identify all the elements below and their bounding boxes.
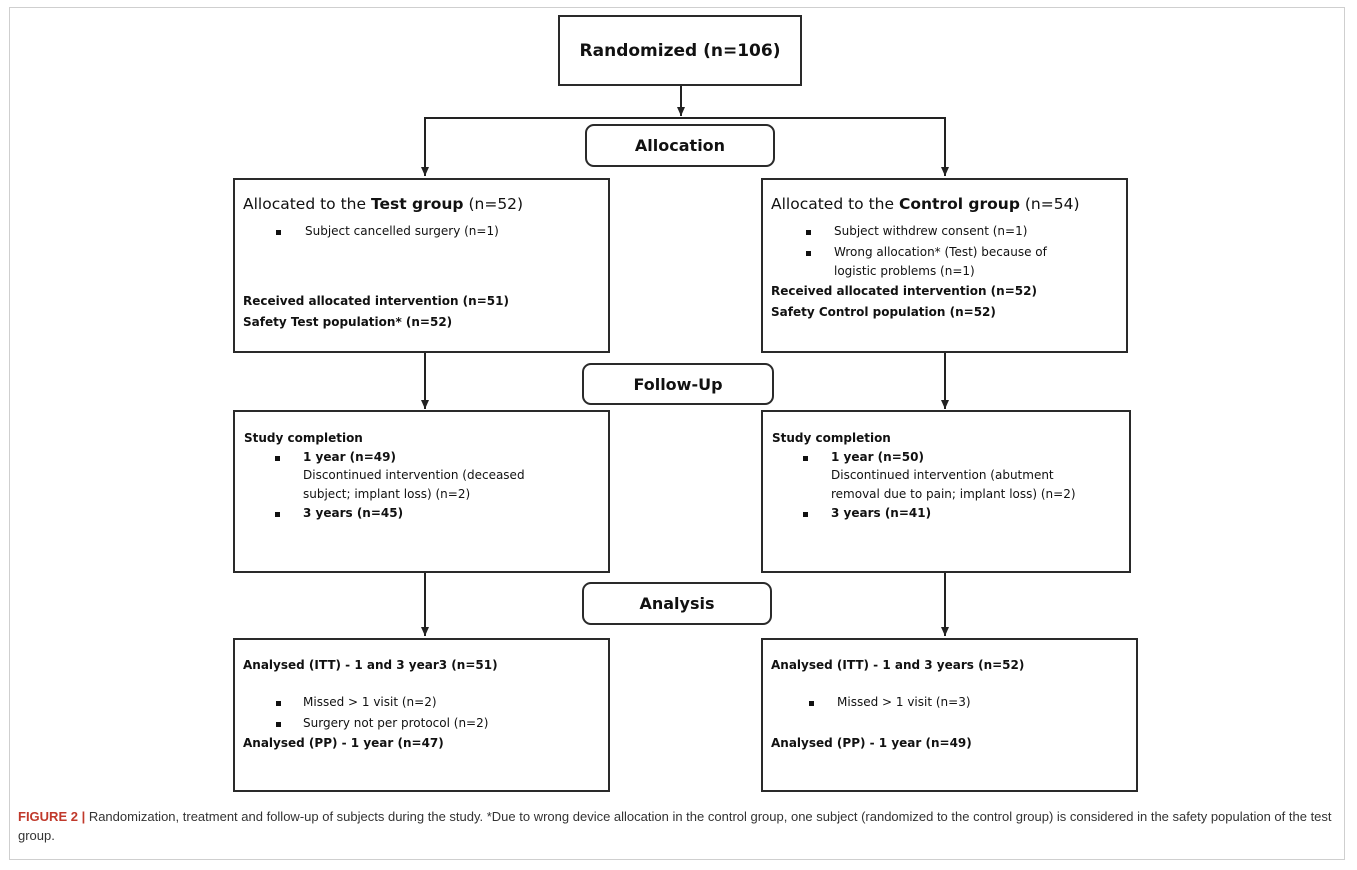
control-alloc-received: Received allocated intervention (n=52) — [771, 284, 1037, 298]
bullet-marker — [803, 512, 808, 517]
control-follow-disc-line2: removal due to pain; implant loss) (n=2) — [831, 487, 1076, 501]
figure-frame — [9, 7, 1345, 860]
flow-connectors — [421, 85, 949, 636]
stage-allocation-label: Allocation — [634, 136, 726, 155]
test-alloc-suffix: (n=52) — [463, 195, 524, 213]
control-follow-disc-line1: Discontinued intervention (abutment — [831, 468, 1054, 482]
bullet-marker — [806, 251, 811, 256]
test-alloc-bullet1: Subject cancelled surgery (n=1) — [305, 224, 499, 238]
stage-allocation: Allocation — [585, 124, 775, 167]
control-followup-box: Study completion 1 year (n=50) Discontin… — [761, 410, 1131, 573]
bullet-marker — [806, 230, 811, 235]
bullet-marker — [275, 456, 280, 461]
figure-caption: FIGURE 2 | Randomization, treatment and … — [18, 807, 1336, 845]
test-analysis-bullet2: Surgery not per protocol (n=2) — [303, 716, 489, 730]
control-analysis-itt: Analysed (ITT) - 1 and 3 years (n=52) — [771, 658, 1025, 672]
stage-follow-up-label: Follow-Up — [633, 374, 723, 394]
test-followup-box: Study completion 1 year (n=49) Discontin… — [233, 410, 610, 573]
test-allocation-box: Allocated to the Test group (n=52) Subje… — [233, 178, 610, 353]
test-analysis-bullet1: Missed > 1 visit (n=2) — [303, 695, 437, 709]
test-alloc-group: Test group — [370, 195, 464, 213]
control-follow-header: Study completion — [772, 431, 891, 445]
test-follow-year3: 3 years (n=45) — [303, 506, 404, 520]
test-alloc-received: Received allocated intervention (n=51) — [243, 294, 509, 308]
control-alloc-group: Control group — [898, 195, 1020, 213]
test-follow-disc-line2: subject; implant loss) (n=2) — [303, 487, 471, 501]
test-allocation-heading: Allocated to the Test group (n=52) — [243, 195, 523, 213]
control-alloc-prefix: Allocated to the — [771, 195, 899, 213]
test-follow-header: Study completion — [244, 431, 363, 445]
test-alloc-prefix: Allocated to the — [243, 195, 371, 213]
control-follow-year1: 1 year (n=50) — [831, 450, 924, 464]
control-alloc-suffix: (n=54) — [1019, 195, 1080, 213]
control-analysis-pp: Analysed (PP) - 1 year (n=49) — [771, 736, 972, 750]
control-alloc-bullet2-line2: logistic problems (n=1) — [834, 264, 975, 278]
test-follow-year1: 1 year (n=49) — [303, 450, 396, 464]
control-analysis-bullet1: Missed > 1 visit (n=3) — [837, 695, 971, 709]
test-alloc-safety: Safety Test population* (n=52) — [243, 315, 453, 329]
bullet-marker — [803, 456, 808, 461]
stage-follow-up: Follow-Up — [582, 363, 774, 405]
stage-analysis: Analysis — [582, 582, 772, 625]
randomized-label: Randomized (n=106) — [579, 40, 781, 61]
bullet-marker — [275, 512, 280, 517]
test-follow-disc-line1: Discontinued intervention (deceased — [303, 468, 525, 482]
bullet-marker — [276, 722, 281, 727]
control-analysis-box: Analysed (ITT) - 1 and 3 years (n=52) Mi… — [761, 638, 1138, 792]
control-alloc-safety: Safety Control population (n=52) — [771, 305, 996, 319]
control-alloc-bullet2-line1: Wrong allocation* (Test) because of — [834, 245, 1047, 259]
bullet-marker — [276, 230, 281, 235]
stage-analysis-label: Analysis — [639, 594, 715, 613]
bullet-marker — [276, 701, 281, 706]
caption-text: Randomization, treatment and follow-up o… — [18, 809, 1332, 843]
control-allocation-box: Allocated to the Control group (n=54) Su… — [761, 178, 1128, 353]
bullet-marker — [809, 701, 814, 706]
test-analysis-itt: Analysed (ITT) - 1 and 3 year3 (n=51) — [243, 658, 498, 672]
randomized-box: Randomized (n=106) — [558, 15, 802, 86]
test-analysis-pp: Analysed (PP) - 1 year (n=47) — [243, 736, 444, 750]
caption-label: FIGURE 2 | — [18, 809, 86, 824]
test-analysis-box: Analysed (ITT) - 1 and 3 year3 (n=51) Mi… — [233, 638, 610, 792]
control-follow-year3: 3 years (n=41) — [831, 506, 932, 520]
control-alloc-bullet1: Subject withdrew consent (n=1) — [834, 224, 1028, 238]
control-allocation-heading: Allocated to the Control group (n=54) — [771, 195, 1080, 213]
